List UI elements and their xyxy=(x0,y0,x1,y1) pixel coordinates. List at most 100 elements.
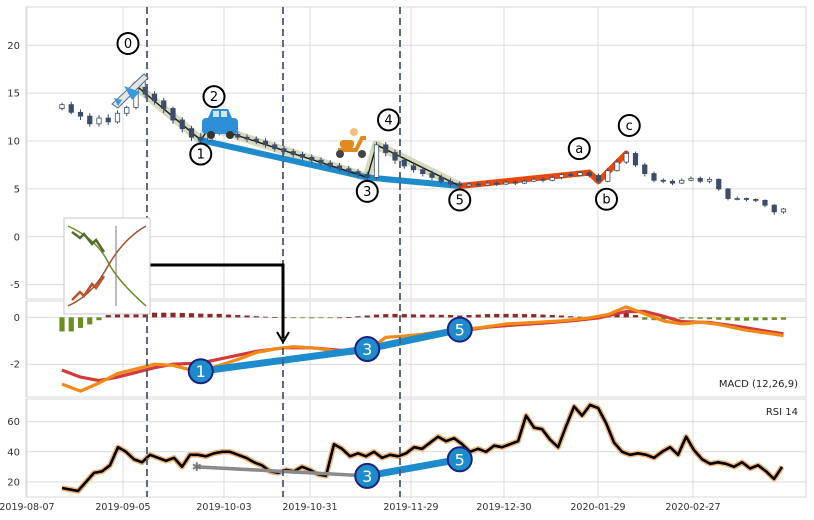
macd-histogram-bar xyxy=(706,317,713,320)
candle-body xyxy=(87,115,93,125)
candle-body xyxy=(373,144,380,178)
macd-histogram-bar xyxy=(133,313,139,318)
macd-histogram-bar xyxy=(494,313,500,318)
price-ytick-label: 0 xyxy=(14,232,20,243)
candle-body xyxy=(484,182,491,186)
thumbnail-wave-green xyxy=(71,231,106,253)
macd-histogram-bar xyxy=(179,312,185,318)
candle-body xyxy=(364,174,370,178)
candle-body xyxy=(688,177,694,181)
scooter-wheel xyxy=(358,150,366,158)
candle-body xyxy=(429,173,435,178)
candle-body xyxy=(96,117,102,125)
rsi-ytick-label: 40 xyxy=(7,447,20,458)
macd-panel-label: MACD (12,26,9) xyxy=(719,379,798,390)
macd-line xyxy=(61,305,784,393)
price-ytick-label: 10 xyxy=(7,137,20,148)
macd-wave-marker xyxy=(354,336,381,362)
macd-histogram-bar xyxy=(299,317,306,319)
candle-body xyxy=(262,140,269,146)
macd-wave-label: 3 xyxy=(362,340,372,359)
candle-body xyxy=(235,133,241,138)
candle-body xyxy=(420,169,426,174)
candle-body xyxy=(355,171,361,175)
price-frame xyxy=(25,6,807,300)
airplane-wing xyxy=(124,86,140,100)
car-body xyxy=(202,118,238,134)
candle-body xyxy=(327,162,333,167)
macd-histogram-bar xyxy=(87,317,93,325)
candle-body xyxy=(188,128,195,138)
macd-wave-marker xyxy=(446,316,473,343)
macd-histogram-bar xyxy=(771,317,777,320)
macd-histogram-bar xyxy=(429,314,435,318)
macd-histogram-bar xyxy=(142,312,148,318)
wave-label-circle xyxy=(448,188,472,212)
price-ytick-label: 5 xyxy=(14,184,20,195)
price-ytick-label: -5 xyxy=(10,280,20,291)
macd-histogram-bar xyxy=(272,316,278,318)
rsi-frame xyxy=(25,398,807,498)
macd-histogram-bar xyxy=(96,317,102,321)
candle-body xyxy=(179,119,185,129)
price-ytick-label: 20 xyxy=(7,41,20,52)
panel-price: -5 0 5 10 15 20 0 1 2 3 4 5 a b c xyxy=(7,6,807,300)
wave-blue-3-5 xyxy=(364,174,463,190)
candle-body xyxy=(244,136,250,140)
macd-histogram-bar xyxy=(660,317,666,320)
candle-body xyxy=(272,144,278,150)
wave-label-circle xyxy=(595,187,618,211)
macd-histogram-bar xyxy=(475,314,481,318)
macd-histogram-bar xyxy=(290,317,296,319)
candle-body xyxy=(77,111,84,117)
macd-histogram-bar xyxy=(327,317,333,319)
wave-line-4-5 xyxy=(375,144,461,187)
price-ytick-label: 15 xyxy=(7,89,20,100)
candle-body xyxy=(540,178,546,181)
x-tick-label: 2019-10-31 xyxy=(282,502,337,513)
car-window xyxy=(213,111,219,117)
candle-body xyxy=(105,117,111,123)
macd-histogram-bar xyxy=(623,312,629,318)
rsi-line xyxy=(61,403,784,493)
macd-histogram-bar xyxy=(198,313,204,318)
wave-orange-b-c xyxy=(595,150,630,185)
macd-histogram-bar xyxy=(336,317,343,319)
candle-body xyxy=(59,104,65,109)
panels-layer: -5 0 5 10 15 20 0 1 2 3 4 5 a b c -2 0 1 3 5 MACD (12,26,9) 2… xyxy=(7,6,807,498)
candle-body xyxy=(595,175,602,182)
macd-histogram-bar xyxy=(549,315,555,318)
wave-label: 3 xyxy=(363,185,371,200)
thumbnail-wave-orange xyxy=(71,275,106,301)
thumbnail-frame xyxy=(63,217,151,315)
macd-histogram-bar xyxy=(392,313,398,318)
macd-wave-label: 1 xyxy=(196,362,206,381)
candle-body xyxy=(762,199,768,206)
macd-histogram-bar xyxy=(188,313,195,318)
wave-label: a xyxy=(575,142,583,157)
wave-label-circle xyxy=(202,85,226,109)
candle-body xyxy=(632,153,639,166)
rsi-ytick-label: 60 xyxy=(7,417,20,428)
macd-histogram-bar xyxy=(151,312,158,318)
macd-ytick-label: 0 xyxy=(14,313,20,324)
macd-histogram-bar xyxy=(77,317,84,328)
macd-histogram-bar xyxy=(725,317,731,321)
macd-histogram-bar xyxy=(420,314,426,318)
rsi-ytick-label: 20 xyxy=(7,477,20,488)
candle-body xyxy=(410,165,417,171)
macd-histogram-bar xyxy=(780,317,787,320)
candle-body xyxy=(753,199,759,201)
candle-body xyxy=(309,156,315,161)
wave-label: b xyxy=(602,193,610,208)
macd-histogram-bar xyxy=(558,315,565,318)
candle-body xyxy=(531,178,537,182)
candle-body xyxy=(392,152,398,161)
macd-histogram-bar xyxy=(457,315,463,318)
candle-body xyxy=(318,159,324,164)
macd-histogram-bar xyxy=(235,315,241,318)
wave-thumbnail-inset xyxy=(63,217,151,315)
candle-body xyxy=(170,108,176,121)
decor-layer xyxy=(63,7,401,497)
wave-label: 0 xyxy=(124,37,132,52)
